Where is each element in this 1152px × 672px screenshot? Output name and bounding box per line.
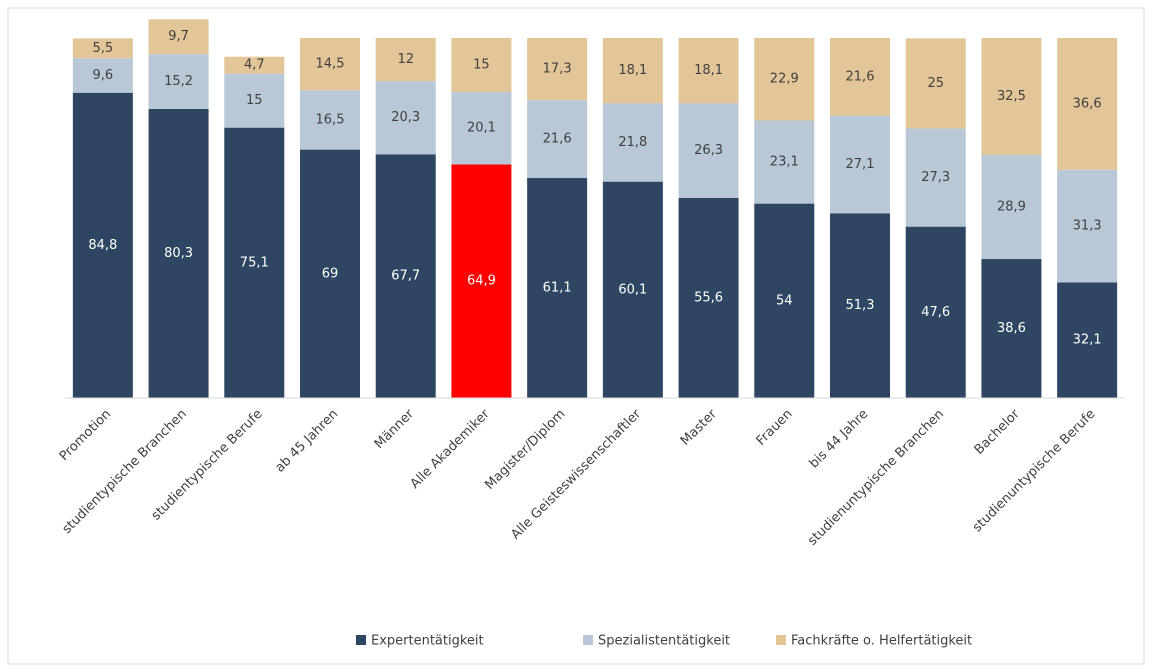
value-label: 23,1 [770, 155, 799, 170]
value-label: 54 [776, 293, 793, 308]
bar-segment [375, 154, 436, 398]
bar-segment [830, 38, 890, 116]
bar-segment [1057, 282, 1118, 398]
value-label: 51,3 [846, 298, 875, 313]
value-label: 12 [397, 52, 414, 67]
legend-swatch [356, 635, 366, 645]
bar-segment [830, 115, 890, 214]
legend-label: Fachkräfte o. Helfertätigkeit [791, 634, 972, 649]
value-label: 17,3 [543, 62, 572, 77]
value-label: 21,6 [846, 69, 875, 84]
value-label: 20,3 [391, 110, 420, 125]
value-label: 60,1 [618, 282, 647, 297]
bar-segment [678, 38, 739, 104]
bar-segment [224, 56, 285, 74]
bar-segment [678, 103, 739, 198]
value-label: 9,7 [168, 29, 189, 44]
bar-segment [451, 38, 512, 92]
legend-label: Expertentätigkeit [371, 634, 484, 649]
bar-segment [754, 38, 815, 121]
value-label: 61,1 [543, 281, 572, 296]
bar-segment [678, 197, 739, 398]
bar-segment [602, 103, 663, 182]
value-label: 47,6 [921, 305, 950, 320]
bar-segment [1057, 38, 1118, 170]
value-label: 20,1 [467, 121, 496, 136]
bar-segment [981, 38, 1042, 155]
value-label: 14,5 [316, 57, 345, 72]
bar-segment [905, 226, 966, 398]
value-label: 75,1 [240, 255, 269, 270]
bar-segment [451, 92, 512, 165]
bar-segment [375, 38, 436, 82]
value-label: 38,6 [997, 321, 1026, 336]
bar-segment [981, 155, 1042, 260]
bar-segment [1057, 169, 1118, 283]
legend-swatch [583, 635, 593, 645]
bar-segment [905, 38, 966, 129]
bar-segment [602, 181, 663, 398]
value-label: 64,9 [467, 274, 496, 289]
bar-segment [602, 38, 663, 104]
value-label: 32,5 [997, 89, 1026, 104]
bar-segment [72, 58, 133, 93]
bar-segment [300, 90, 360, 150]
value-label: 18,1 [618, 63, 647, 78]
bar-segment [300, 38, 360, 91]
value-label: 16,5 [316, 112, 345, 127]
bar-segment [527, 38, 588, 101]
bar-segment [148, 108, 209, 399]
value-label: 28,9 [997, 200, 1026, 215]
value-label: 31,3 [1073, 219, 1102, 234]
value-label: 36,6 [1073, 96, 1102, 111]
bar-segment [72, 38, 133, 59]
bar-segment [72, 92, 133, 398]
value-label: 5,5 [93, 41, 114, 56]
value-label: 27,1 [846, 157, 875, 172]
bar-segment [375, 81, 436, 155]
bar-segment [527, 178, 588, 398]
bar-segment [224, 73, 285, 128]
value-label: 27,3 [921, 170, 950, 185]
value-label: 84,8 [88, 238, 117, 253]
bar-segment [148, 19, 209, 55]
bar-segment [754, 203, 815, 398]
value-label: 15 [246, 93, 263, 108]
value-label: 55,6 [694, 290, 723, 305]
legend-label: Spezialistentätigkeit [598, 634, 730, 649]
value-label: 69 [322, 266, 339, 281]
value-label: 4,7 [244, 58, 265, 73]
value-label: 21,8 [618, 135, 647, 150]
bar-segment [830, 213, 890, 398]
value-label: 9,6 [93, 68, 114, 83]
value-label: 25 [927, 76, 944, 91]
value-label: 21,6 [543, 132, 572, 147]
bar-segment [224, 127, 285, 398]
bar-segment [300, 149, 360, 398]
value-label: 67,7 [391, 269, 420, 284]
bar-segment [981, 259, 1042, 398]
value-label: 80,3 [164, 246, 193, 261]
bar-segment [451, 164, 512, 398]
value-label: 22,9 [770, 72, 799, 87]
value-label: 18,1 [694, 63, 723, 78]
value-label: 15,2 [164, 74, 193, 89]
bar-segment [754, 120, 815, 204]
bar-segment [148, 54, 209, 109]
legend-swatch [776, 635, 786, 645]
bar-segment [905, 128, 966, 227]
value-label: 32,1 [1073, 333, 1102, 348]
bar-segment [527, 100, 588, 179]
value-label: 15 [473, 58, 490, 73]
value-label: 26,3 [694, 143, 723, 158]
